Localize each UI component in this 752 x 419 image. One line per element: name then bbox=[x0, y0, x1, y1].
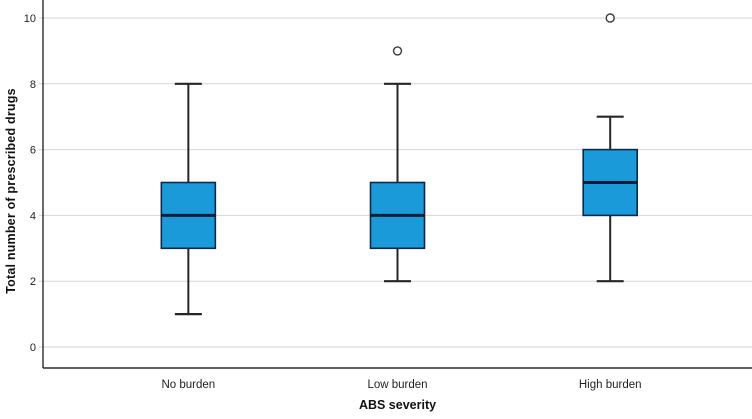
y-axis-title: Total number of prescribed drugs bbox=[4, 88, 18, 294]
category-label-low-burden: Low burden bbox=[367, 379, 427, 391]
y-tick-label: 8 bbox=[30, 79, 36, 91]
y-tick-label: 4 bbox=[30, 210, 36, 222]
y-tick-label: 2 bbox=[30, 276, 36, 288]
x-axis-title: ABS severity bbox=[358, 398, 437, 412]
category-label-no-burden: No burden bbox=[161, 379, 215, 391]
y-tick-label: 0 bbox=[30, 342, 36, 354]
y-tick-label: 10 bbox=[24, 13, 36, 25]
category-label-high-burden: High burden bbox=[579, 379, 642, 391]
outlier-point-high-burden bbox=[605, 13, 615, 23]
y-tick-label: 6 bbox=[30, 145, 36, 157]
outlier-point-low-burden bbox=[392, 46, 403, 56]
